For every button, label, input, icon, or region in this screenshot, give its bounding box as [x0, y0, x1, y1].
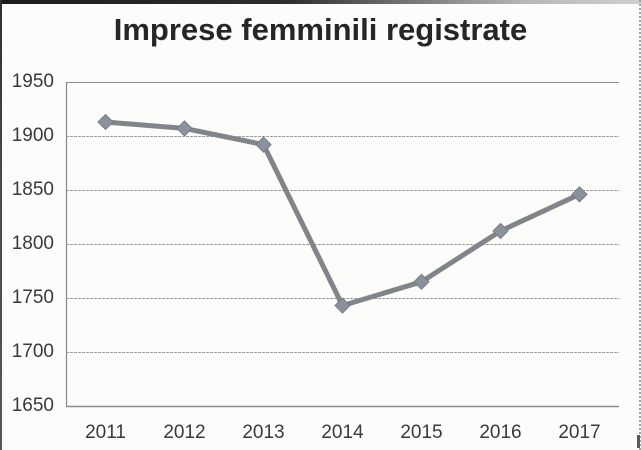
chart-title: Imprese femminili registrate [113, 12, 528, 47]
x-tick-label-2013: 2013 [242, 422, 285, 443]
y-tick-label-1850: 1850 [11, 179, 54, 200]
x-tick-label-2017: 2017 [558, 422, 601, 443]
y-tick-label-1900: 1900 [11, 125, 54, 146]
y-tick-label-1800: 1800 [11, 233, 54, 254]
data-point-marker-2017 [571, 186, 588, 203]
x-tick-label-2016: 2016 [479, 422, 522, 443]
data-point-marker-2013 [255, 136, 272, 153]
data-point-marker-2011 [97, 113, 114, 131]
data-point-marker-2016 [492, 222, 509, 240]
scan-edge-top [0, 0, 641, 4]
y-tick-label-1950: 1950 [11, 71, 54, 92]
data-point-marker-2014 [334, 297, 351, 314]
data-series-line [103, 119, 582, 309]
y-tick-label-1650: 1650 [11, 395, 54, 416]
scan-artifact-mark [637, 435, 640, 448]
scan-edge-left [0, 0, 2, 450]
data-series-line-texture [103, 119, 582, 309]
scan-edge-right [639, 0, 641, 450]
x-tick-label-2015: 2015 [400, 422, 443, 443]
x-tick-label-2011: 2011 [85, 422, 126, 443]
y-tick-label-1750: 1750 [11, 287, 54, 308]
y-tick-label-1700: 1700 [11, 341, 54, 362]
data-point-marker-2012 [176, 120, 193, 137]
x-tick-label-2012: 2012 [163, 422, 206, 443]
x-tick-label-2014: 2014 [321, 422, 364, 443]
data-point-marker-2015 [413, 273, 430, 291]
